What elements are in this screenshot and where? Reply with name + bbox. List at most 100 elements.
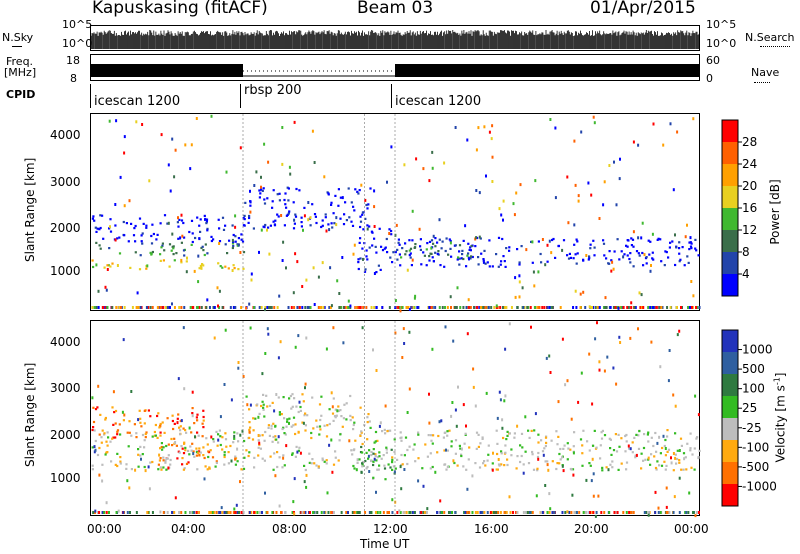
noise-cell [676,333,679,337]
noise-cell [549,507,552,511]
ground-mark [430,306,433,309]
ground-mark [221,511,224,514]
noise-cell [451,401,454,404]
data-cell [323,424,326,427]
ground-mark [370,511,373,514]
data-cell [218,227,221,230]
data-cell [372,460,375,463]
data-cell [357,192,360,195]
data-cell [390,233,393,236]
ground-mark [330,511,333,514]
data-cell [368,246,371,249]
noise-cell [203,477,206,481]
data-cell [498,464,501,467]
data-cell [392,251,395,254]
ground-mark [631,511,634,514]
ground-mark [149,306,152,309]
data-cell [653,455,656,458]
noise-cell [328,228,331,232]
noise-cell [373,189,376,193]
noise-cell [408,330,411,334]
ground-mark [524,511,527,514]
data-cell [178,451,181,454]
ground-mark [531,511,534,514]
velocity-colorbar-tick-label: 1000 [742,343,773,357]
data-cell [198,454,201,457]
ground-mark [474,511,477,514]
data-cell [647,440,650,443]
data-cell [378,451,381,454]
data-cell [237,237,240,240]
ground-mark [604,306,607,309]
data-cell [204,243,207,246]
data-cell [438,238,441,241]
cpid-bar [90,84,701,108]
noise-cell [176,421,179,425]
data-cell [224,438,228,441]
ground-mark [340,511,343,514]
data-cell [665,464,668,467]
data-cell [240,233,243,236]
data-cell [620,250,623,253]
data-cell [206,252,209,255]
power-panel-frame [90,113,700,311]
data-cell [227,462,230,465]
ground-mark [591,511,594,514]
noise-cell [566,175,569,179]
data-cell [151,223,154,226]
data-cell [367,413,370,416]
noise-cell [519,183,522,187]
data-cell [467,458,470,461]
data-cell [178,426,181,429]
data-cell [361,462,364,465]
data-cell [190,219,194,222]
ground-mark [347,306,350,309]
data-cell [295,187,298,191]
data-cell [271,401,274,404]
data-cell [391,456,394,459]
data-cell [625,433,628,437]
noise-cell [541,238,544,241]
noise-cell [618,177,621,181]
data-cell [334,194,337,197]
data-cell [563,444,566,447]
ground-mark [489,511,492,514]
data-cell [218,240,222,243]
ground-mark [510,306,513,309]
data-cell [169,463,172,466]
noise-cell [134,468,137,472]
data-cell [140,240,143,243]
data-cell [265,394,268,397]
ground-mark [258,511,261,514]
ground-mark [630,306,633,309]
noise-cell [266,228,268,232]
data-cell [306,414,309,417]
data-cell [172,253,175,256]
data-cell [300,221,303,224]
noise-cell [197,280,200,284]
noise-cell [574,183,577,187]
noise-cell [280,214,283,217]
noise-cell [123,151,126,155]
noise-cell [121,410,124,414]
data-cell [697,254,700,257]
ground-mark [316,511,319,514]
data-cell [477,445,480,448]
data-cell [365,467,368,470]
data-cell [411,239,414,242]
data-cell [114,224,117,227]
ground-mark [491,511,494,514]
noise-cell [689,236,692,240]
data-cell [105,440,108,443]
noise-cell [499,398,502,402]
ground-mark [690,306,693,309]
ground-mark [561,511,564,514]
data-cell [224,432,227,435]
data-cell [426,242,429,245]
data-cell [198,450,201,453]
ground-mark [118,306,121,309]
data-cell [272,468,275,471]
ground-mark [499,511,502,514]
velocity-colorbar-swatch [722,396,738,418]
data-cell [119,460,122,463]
